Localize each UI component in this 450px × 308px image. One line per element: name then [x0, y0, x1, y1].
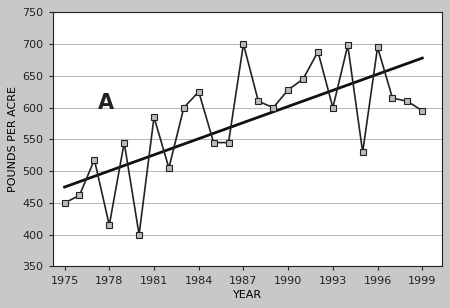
X-axis label: YEAR: YEAR	[233, 290, 262, 300]
Text: A: A	[98, 92, 114, 112]
Y-axis label: POUNDS PER ACRE: POUNDS PER ACRE	[9, 87, 18, 192]
